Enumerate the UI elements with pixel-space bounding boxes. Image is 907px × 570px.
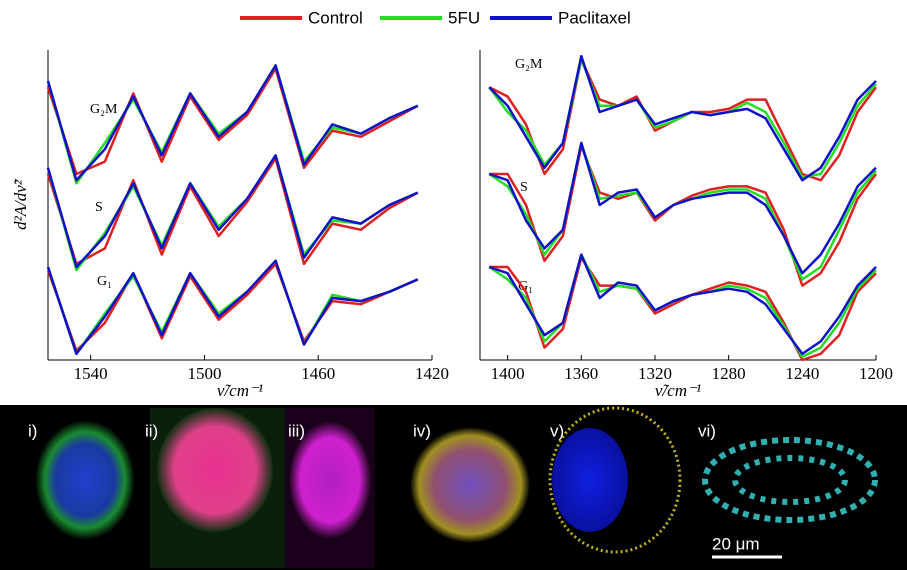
group-label: S [520, 180, 528, 195]
x-tick-label: 1500 [187, 364, 221, 383]
spectrum-line [489, 144, 878, 287]
legend: Control 5FU Paclitaxel [240, 8, 631, 27]
panel-label: i) [28, 421, 37, 440]
panel-labels: i) ii) iii) iv) v) vi) [28, 421, 716, 440]
cell-membrane [548, 406, 682, 554]
x-tick-label: 1420 [415, 364, 449, 383]
spectrum-line [488, 141, 877, 275]
panel-label: iii) [288, 421, 305, 440]
spectrum-line [488, 54, 877, 182]
group-label: G₁ [518, 279, 533, 294]
chromosomes [702, 437, 878, 523]
spectrum-line [46, 67, 419, 176]
cell [288, 420, 372, 540]
x-tick-label: 1360 [564, 364, 598, 383]
spectrum-line [46, 64, 419, 182]
x-tick-label: 1280 [712, 364, 746, 383]
cell [157, 408, 273, 532]
group-label: G₂M [90, 102, 118, 117]
panel-label: ii) [145, 421, 158, 440]
x-tick-label: 1400 [491, 364, 525, 383]
legend-label: 5FU [448, 8, 480, 27]
charts: 1540 1500 1460 1420 ν̃/cm⁻¹ G₂M S G₁ 1400 1360 132… [46, 50, 893, 400]
spectrum-line [46, 154, 419, 269]
group-label: G₁ [97, 274, 112, 289]
legend-label: Paclitaxel [558, 8, 631, 27]
group-label: S [95, 200, 103, 215]
x-axis-label: ν̃/cm⁻¹ [655, 381, 701, 400]
spectrum-line [46, 262, 419, 352]
chart: 1540 1500 1460 1420 ν̃/cm⁻¹ G₂M S G₁ [46, 50, 449, 400]
panel-label: iv) [413, 421, 431, 440]
y-axis-label: d²A/dν̃² [11, 178, 30, 230]
nucleus [552, 428, 628, 532]
legend-label: Control [308, 8, 363, 27]
spectrum-line [488, 58, 877, 179]
x-tick-label: 1200 [859, 364, 893, 383]
x-axis-label: ν̃/cm⁻¹ [217, 381, 263, 400]
spectrum-line [489, 256, 877, 362]
spectrum-line [46, 259, 419, 356]
chart: 1400 1360 1320 1280 1240 1200 ν̃/cm⁻¹ G₂M S G₁ [479, 50, 893, 400]
x-tick-label: 1320 [638, 364, 672, 383]
group-label: G₂M [515, 57, 543, 72]
panel-label: v) [550, 421, 564, 440]
x-tick-label: 1460 [301, 364, 335, 383]
micrographs: 20 μm [0, 405, 907, 570]
chromosomes [732, 455, 848, 505]
cell [35, 420, 135, 540]
spectrum-line [488, 253, 877, 356]
cell [410, 427, 530, 543]
x-tick-label: 1240 [785, 364, 819, 383]
scale-bar-label: 20 μm [712, 534, 760, 553]
spectrum-line [46, 157, 419, 266]
x-tick-label: 1540 [74, 364, 108, 383]
panel-label: vi) [698, 421, 716, 440]
